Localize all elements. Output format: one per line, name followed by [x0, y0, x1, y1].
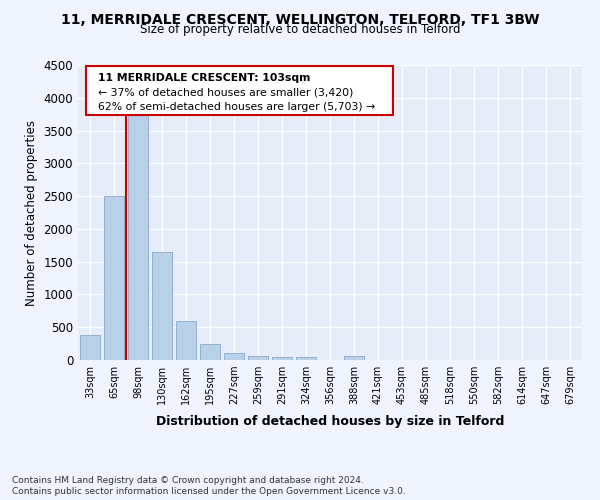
- Bar: [200, 344, 220, 360]
- FancyBboxPatch shape: [86, 66, 393, 115]
- Bar: [128, 114, 148, 360]
- Text: Contains HM Land Registry data © Crown copyright and database right 2024.: Contains HM Land Registry data © Crown c…: [12, 476, 364, 485]
- Bar: [104, 196, 124, 360]
- Bar: [344, 356, 364, 360]
- Bar: [272, 356, 292, 360]
- Text: 11 MERRIDALE CRESCENT: 103sqm: 11 MERRIDALE CRESCENT: 103sqm: [98, 74, 311, 84]
- Text: 62% of semi-detached houses are larger (5,703) →: 62% of semi-detached houses are larger (…: [98, 102, 376, 112]
- Bar: [296, 356, 316, 360]
- Bar: [224, 354, 244, 360]
- Bar: [248, 356, 268, 360]
- Text: Size of property relative to detached houses in Telford: Size of property relative to detached ho…: [140, 22, 460, 36]
- X-axis label: Distribution of detached houses by size in Telford: Distribution of detached houses by size …: [156, 416, 504, 428]
- Y-axis label: Number of detached properties: Number of detached properties: [25, 120, 38, 306]
- Bar: [152, 252, 172, 360]
- Bar: [176, 320, 196, 360]
- Text: ← 37% of detached houses are smaller (3,420): ← 37% of detached houses are smaller (3,…: [98, 88, 353, 98]
- Text: Contains public sector information licensed under the Open Government Licence v3: Contains public sector information licen…: [12, 488, 406, 496]
- Text: 11, MERRIDALE CRESCENT, WELLINGTON, TELFORD, TF1 3BW: 11, MERRIDALE CRESCENT, WELLINGTON, TELF…: [61, 12, 539, 26]
- Bar: [80, 335, 100, 360]
